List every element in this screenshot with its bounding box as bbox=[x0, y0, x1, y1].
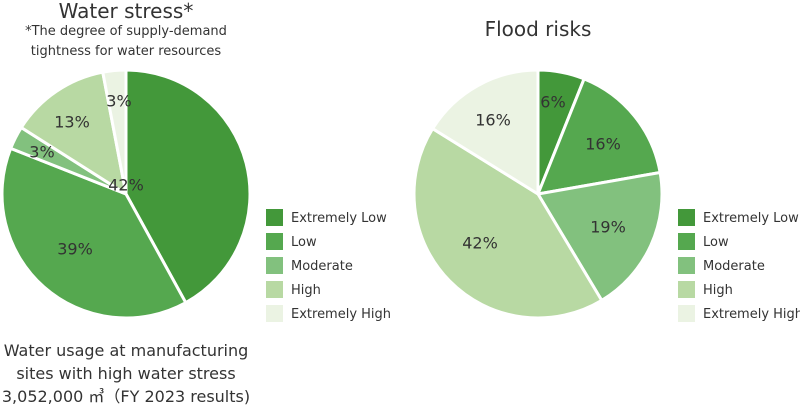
data-label: 42% bbox=[108, 176, 144, 195]
legend-label: Low bbox=[703, 235, 729, 250]
legend-swatch bbox=[266, 257, 283, 274]
data-label: 39% bbox=[57, 240, 93, 259]
legend-swatch bbox=[266, 281, 283, 298]
pie-slice-extremely-high bbox=[101, 68, 128, 195]
pie-slice-extremely-high bbox=[430, 68, 540, 197]
chart-subtitle: tightness for water resources bbox=[31, 44, 222, 59]
legend-label: Extremely Low bbox=[291, 211, 387, 226]
water-usage-note: 3,052,000 ㎥（FY 2023 results) bbox=[2, 387, 250, 406]
data-label: 16% bbox=[585, 135, 621, 154]
legend-swatch bbox=[266, 209, 283, 226]
legend-label: High bbox=[703, 283, 733, 298]
chart-title: Flood risks bbox=[485, 17, 592, 41]
chart-title: Water stress* bbox=[59, 0, 194, 23]
legend-label: Low bbox=[291, 235, 317, 250]
legend-label: Extremely High bbox=[291, 307, 391, 322]
legend-label: High bbox=[291, 283, 321, 298]
legend-swatch bbox=[678, 281, 695, 298]
legend-label: Extremely Low bbox=[703, 211, 799, 226]
data-label: 42% bbox=[462, 234, 498, 253]
pie-slice-low bbox=[535, 76, 662, 196]
legend-swatch bbox=[266, 233, 283, 250]
legend-label: Moderate bbox=[291, 259, 353, 274]
data-label: 6% bbox=[540, 93, 565, 112]
pie-slice-moderate bbox=[535, 170, 664, 303]
pie-slice-low bbox=[0, 146, 188, 320]
pie-slice-extremely-low bbox=[124, 68, 252, 305]
data-label: 13% bbox=[54, 113, 90, 132]
legend-swatch bbox=[678, 209, 695, 226]
legend-label: Moderate bbox=[703, 259, 765, 274]
legend-label: Extremely High bbox=[703, 307, 800, 322]
water-usage-note: Water usage at manufacturing bbox=[4, 341, 249, 360]
chart-subtitle: *The degree of supply-demand bbox=[25, 24, 227, 39]
legend-swatch bbox=[678, 305, 695, 322]
pie-slice-high bbox=[412, 126, 604, 320]
pie-slice-high bbox=[19, 70, 129, 198]
data-label: 3% bbox=[106, 92, 131, 111]
data-label: 3% bbox=[29, 143, 54, 162]
legend-swatch bbox=[678, 233, 695, 250]
data-label: 16% bbox=[475, 111, 511, 130]
legend-swatch bbox=[678, 257, 695, 274]
legend-swatch bbox=[266, 305, 283, 322]
water-usage-note: sites with high water stress bbox=[16, 364, 235, 383]
data-label: 19% bbox=[590, 218, 626, 237]
